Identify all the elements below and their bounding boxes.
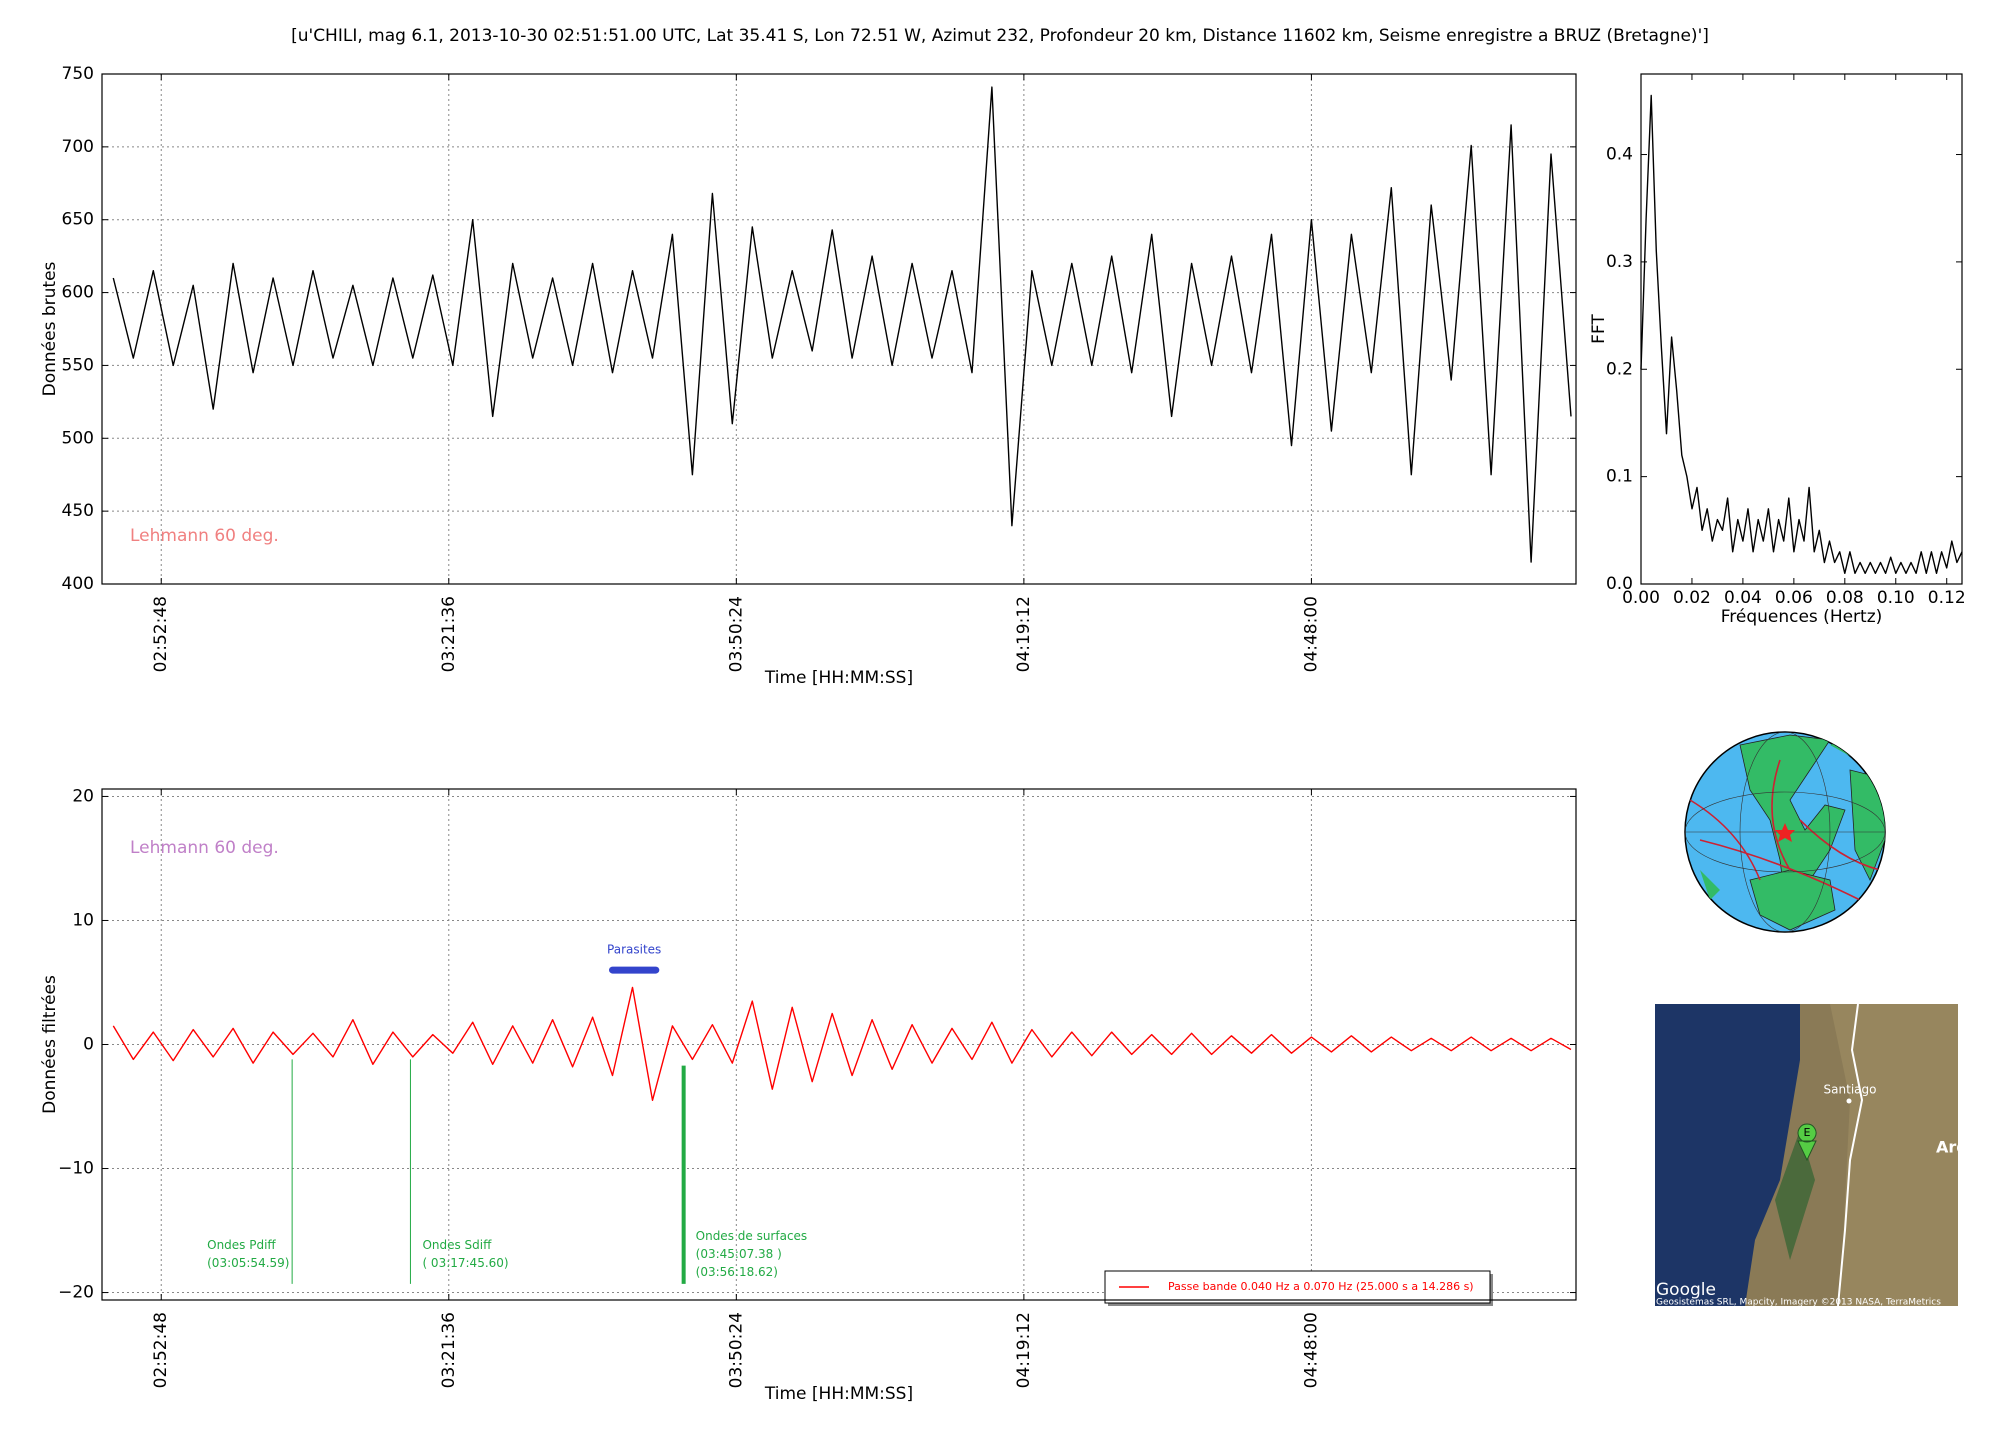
- x-tick-label: 04:48:00: [1301, 1312, 1321, 1388]
- y-tick-label: −20: [58, 1283, 94, 1303]
- map-pin-label: E: [1804, 1126, 1811, 1139]
- y-tick-label: 10: [72, 910, 94, 930]
- y-tick-label: 750: [62, 64, 94, 84]
- x-tick-label: 0.10: [1877, 588, 1915, 608]
- y-tick-label: 600: [62, 283, 94, 303]
- series-line: [1640, 94, 1963, 574]
- figure-title: [u'CHILI, mag 6.1, 2013-10-30 02:51:51.0…: [291, 26, 1709, 46]
- y-tick-label: 450: [62, 501, 94, 521]
- y-axis-label: Données filtrées: [40, 975, 60, 1114]
- chart: 02:52:48 03:21:36 03:50:24 04:19:12 04:48:00…: [40, 786, 1577, 1404]
- arrival-time: ( 03:17:45.60): [422, 1256, 508, 1270]
- x-axis-label: Time [HH:MM:SS]: [764, 1384, 913, 1404]
- x-tick-label: 0.02: [1673, 588, 1711, 608]
- map-label: Santiago: [1824, 1083, 1877, 1097]
- y-tick-label: 700: [62, 137, 94, 157]
- legend-box: [1104, 1270, 1491, 1304]
- y-tick-label: 0.4: [1606, 145, 1633, 165]
- map-label: Arg: [1936, 1138, 1968, 1157]
- plot-frame: [1640, 73, 1963, 585]
- x-tick-label: 02:52:48: [151, 1312, 171, 1388]
- x-tick-label: 03:21:36: [439, 596, 459, 672]
- y-tick-label: 20: [72, 786, 94, 806]
- y-tick-label: 650: [62, 210, 94, 230]
- x-axis-label: Time [HH:MM:SS]: [764, 668, 913, 688]
- series-line: [112, 86, 1572, 563]
- y-tick-label: 0.0: [1606, 574, 1633, 594]
- arrival-label: Ondes de surfaces: [696, 1229, 808, 1243]
- map-labels: Santiago Arg E Google Geosistemas SRL, M…: [1656, 1083, 1968, 1308]
- x-tick-label: 02:52:48: [151, 596, 171, 672]
- map-attribution: Geosistemas SRL, Mapcity, Imagery ©2013 …: [1656, 1298, 1941, 1308]
- x-tick-label: 03:50:24: [726, 596, 746, 672]
- y-tick-label: 0.2: [1606, 359, 1633, 379]
- x-tick-label: 0.04: [1724, 588, 1762, 608]
- plot-area: [102, 74, 1576, 584]
- x-tick-label: 04:48:00: [1301, 596, 1321, 672]
- x-tick-label: 0.06: [1775, 588, 1813, 608]
- plot-frame: [101, 788, 1577, 1301]
- y-tick-label: 0.3: [1606, 252, 1633, 272]
- x-tick-label: 03:21:36: [439, 1312, 459, 1388]
- x-tick-label: 04:19:12: [1014, 596, 1034, 672]
- y-tick-label: 0.1: [1606, 467, 1633, 487]
- chart: 02:52:48 03:21:36 03:50:24 04:19:12 04:48:00…: [40, 64, 1577, 688]
- map-logo: Google: [1656, 1280, 1716, 1300]
- plot-area: [1641, 74, 1962, 584]
- x-tick-label: 0.08: [1826, 588, 1864, 608]
- parasites-label: Parasites: [607, 943, 661, 957]
- arrival-time: (03:56:18.62): [696, 1265, 778, 1279]
- y-tick-label: 550: [62, 355, 94, 375]
- chart: 0.00 0.02 0.04 0.06 0.08 0.10 0.12 0.0 0.1 0.2 0.3…: [1589, 73, 1966, 627]
- plot-frame: [101, 73, 1577, 585]
- x-tick-label: 03:50:24: [726, 1312, 746, 1388]
- arrival-label: Ondes Sdiff: [422, 1238, 492, 1252]
- annotation-text: Lehmann 60 deg.: [130, 526, 279, 546]
- y-axis-label: Données brutes: [40, 261, 60, 396]
- x-tick-label: 0.00: [1622, 588, 1660, 608]
- y-tick-label: 500: [62, 428, 94, 448]
- x-axis-label: Fréquences (Hertz): [1721, 607, 1883, 627]
- arrival-time: (03:05:54.59): [207, 1256, 289, 1270]
- x-tick-label: 0.12: [1928, 588, 1966, 608]
- x-tick-label: 04:19:12: [1014, 1312, 1034, 1388]
- series-line: [112, 986, 1572, 1101]
- city-dot: [1846, 1098, 1852, 1104]
- y-tick-label: 0: [83, 1035, 94, 1055]
- legend-label: Passe bande 0.040 Hz a 0.070 Hz (25.000 …: [1168, 1280, 1474, 1293]
- y-axis-label: FFT: [1589, 314, 1609, 344]
- annotation-text: Lehmann 60 deg.: [130, 838, 279, 858]
- map-pin: [1797, 1123, 1817, 1162]
- arrival-label: Ondes Pdiff: [207, 1238, 276, 1252]
- arrival-time: (03:45:07.38 ): [696, 1247, 782, 1261]
- y-tick-label: 400: [62, 574, 94, 594]
- y-tick-label: −10: [58, 1159, 94, 1179]
